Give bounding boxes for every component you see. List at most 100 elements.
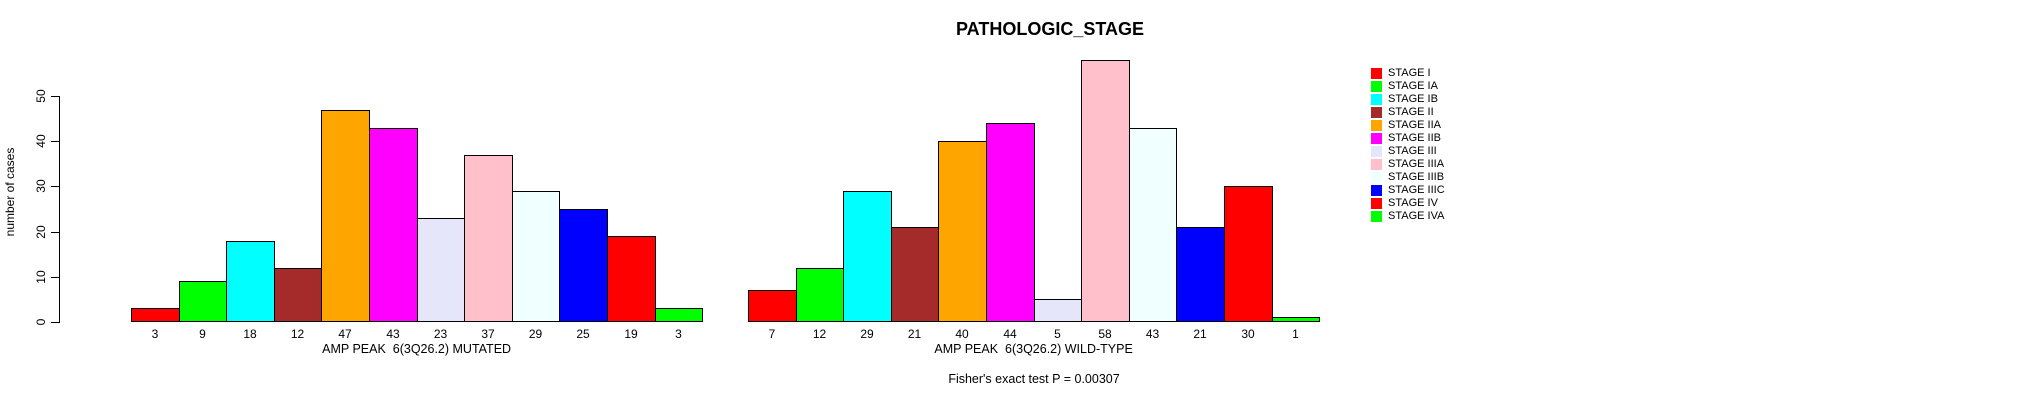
legend-label: STAGE IIIA (1388, 158, 1445, 170)
legend-row: STAGE II (1371, 106, 1445, 119)
bar-stage-iiia (1081, 60, 1130, 322)
bar-value-label: 44 (1003, 327, 1017, 341)
bar-value-label: 5 (1054, 327, 1061, 341)
bar-value-label: 29 (860, 327, 874, 341)
legend-row: STAGE I (1371, 67, 1445, 80)
bar-value-label: 21 (907, 327, 922, 341)
chart-title: PATHOLOGIC_STAGE (955, 19, 1145, 39)
legend-swatch-icon (1371, 159, 1382, 170)
legend-row: STAGE IVA (1371, 210, 1445, 223)
y-tick-label: 50 (34, 89, 48, 103)
legend-swatch-icon (1371, 211, 1382, 222)
y-tick-mark (51, 232, 59, 233)
bar-value-label: 3 (151, 327, 159, 341)
legend-row: STAGE IIIA (1371, 158, 1445, 171)
y-tick-label: 10 (34, 270, 48, 284)
y-tick-label: 0 (34, 318, 48, 326)
bar-stage-iiib (512, 191, 560, 322)
bar-value-label: 7 (768, 327, 776, 341)
legend-row: STAGE IIA (1371, 119, 1445, 132)
bar-value-label: 21 (1193, 327, 1207, 341)
legend-label: STAGE IIB (1388, 132, 1441, 144)
legend-row: STAGE IB (1371, 93, 1445, 106)
bar-value-label: 23 (433, 327, 448, 341)
y-tick-label: 30 (34, 179, 48, 193)
legend-row: STAGE IV (1371, 197, 1445, 210)
fisher-test-annotation: Fisher's exact test P = 0.00307 (948, 372, 1120, 386)
bar-value-label: 9 (199, 327, 206, 341)
y-tick-mark (51, 141, 59, 142)
bar-stage-ii (274, 268, 322, 322)
bar-stage-i (131, 308, 180, 322)
y-axis-line (59, 96, 60, 323)
bar-stage-iva (1272, 317, 1320, 322)
bar-value-label: 40 (955, 327, 969, 341)
bar-stage-iii (1034, 299, 1082, 322)
legend-label: STAGE I (1388, 67, 1431, 79)
bar-value-label: 12 (290, 327, 305, 341)
bar-value-label: 43 (386, 327, 400, 341)
x-axis-title-group-1: AMP PEAK 6(3Q26.2) MUTATED (322, 342, 512, 356)
bar-stage-iv (607, 236, 656, 322)
legend: STAGE I STAGE IA STAGE IB STAGE II STAGE IIA… (1371, 67, 1445, 223)
y-tick-mark (51, 277, 59, 278)
bar-stage-iiia (464, 155, 513, 322)
bar-value-label: 18 (243, 327, 257, 341)
bar-stage-iv (1224, 186, 1273, 322)
bar-value-label: 29 (528, 327, 543, 341)
y-tick-mark (51, 322, 59, 323)
bar-stage-iib (369, 128, 418, 322)
bar-stage-iiic (1176, 227, 1225, 322)
bar-stage-i (748, 290, 797, 322)
legend-swatch-icon (1371, 146, 1382, 157)
legend-swatch-icon (1371, 185, 1382, 196)
bar-stage-ib (843, 191, 892, 322)
bar-value-label: 12 (812, 327, 827, 341)
bar-value-label: 47 (338, 327, 352, 341)
bar-value-label: 58 (1098, 327, 1112, 341)
y-axis-label: number of cases (3, 147, 17, 237)
y-tick-mark (51, 186, 59, 187)
legend-swatch-icon (1371, 94, 1382, 105)
bar-stage-ii (891, 227, 939, 322)
legend-row: STAGE IIIC (1371, 184, 1445, 197)
legend-swatch-icon (1371, 198, 1382, 209)
legend-swatch-icon (1371, 172, 1382, 183)
bar-value-label: 25 (576, 327, 590, 341)
legend-label: STAGE IVA (1388, 210, 1445, 222)
bar-stage-iia (321, 110, 370, 322)
legend-label: STAGE IIIC (1388, 184, 1445, 196)
legend-row: STAGE IIIB (1371, 171, 1445, 184)
bar-value-label: 19 (624, 327, 638, 341)
bar-stage-iva (655, 308, 703, 322)
bar-value-label: 1 (1292, 327, 1299, 341)
bar-value-label: 43 (1145, 327, 1160, 341)
legend-swatch-icon (1371, 107, 1382, 118)
legend-label: STAGE IB (1388, 93, 1438, 105)
x-axis-title-group-2: AMP PEAK 6(3Q26.2) WILD-TYPE (934, 342, 1133, 356)
legend-label: STAGE IV (1388, 197, 1438, 209)
bar-stage-iia (938, 141, 987, 322)
bar-stage-ia (179, 281, 227, 322)
y-tick-label: 40 (34, 134, 48, 148)
bar-stage-iii (417, 218, 465, 322)
legend-label: STAGE IIIB (1388, 171, 1445, 183)
legend-swatch-icon (1371, 68, 1382, 79)
bar-stage-iiic (559, 209, 608, 322)
legend-row: STAGE IIB (1371, 132, 1445, 145)
y-tick-label: 20 (34, 225, 48, 239)
legend-label: STAGE IA (1388, 80, 1438, 92)
legend-swatch-icon (1371, 133, 1382, 144)
legend-row: STAGE IA (1371, 80, 1445, 93)
legend-swatch-icon (1371, 81, 1382, 92)
legend-label: STAGE IIA (1388, 119, 1441, 131)
bar-stage-iiib (1129, 128, 1177, 322)
bar-stage-ib (226, 241, 275, 322)
bar-stage-ia (796, 268, 844, 322)
bar-value-label: 30 (1241, 327, 1255, 341)
legend-swatch-icon (1371, 120, 1382, 131)
bar-stage-iib (986, 123, 1035, 322)
legend-label: STAGE II (1388, 106, 1434, 118)
y-tick-mark (51, 96, 59, 97)
